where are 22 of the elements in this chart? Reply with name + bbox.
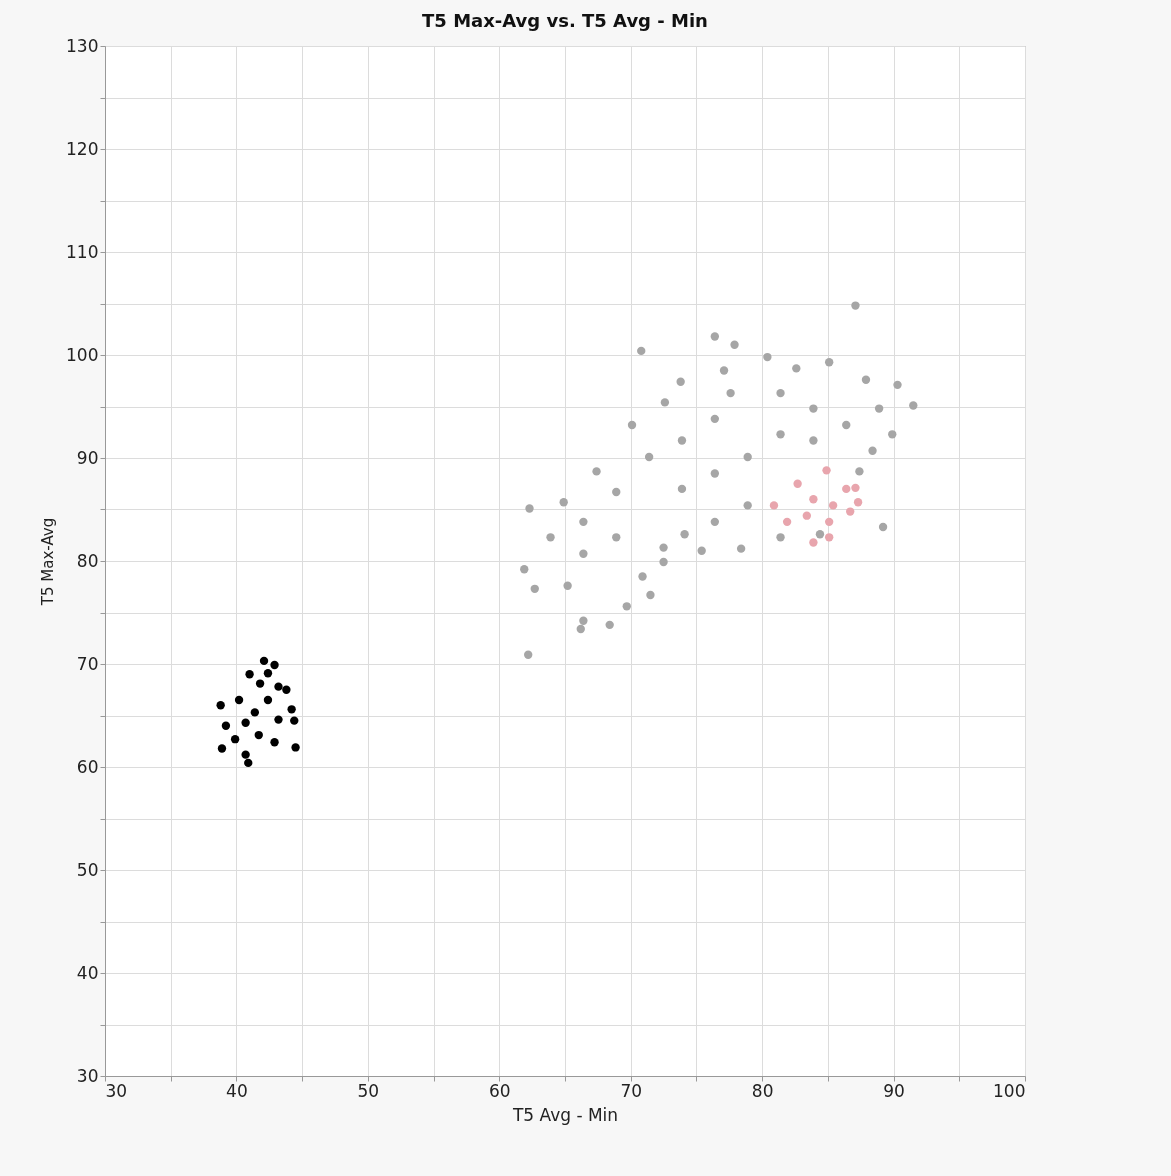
y-tick-label: 100 bbox=[66, 344, 99, 365]
y-tick-label: 130 bbox=[66, 35, 99, 56]
y-tick-label: 80 bbox=[76, 550, 99, 571]
y-tick-label: 70 bbox=[76, 653, 99, 674]
x-tick-label: 80 bbox=[751, 1080, 774, 1101]
x-tick-label: 30 bbox=[105, 1080, 128, 1101]
y-tick-label: 110 bbox=[66, 241, 99, 262]
y-tick-label: 120 bbox=[66, 138, 99, 159]
y-tick-label: 50 bbox=[76, 859, 99, 880]
x-tick-label: 100 bbox=[993, 1080, 1026, 1101]
x-tick-label: 60 bbox=[488, 1080, 511, 1101]
x-tick-label: 40 bbox=[226, 1080, 248, 1101]
x-tick-label: 90 bbox=[883, 1080, 905, 1101]
chart-title: T5 Max-Avg vs. T5 Avg - Min bbox=[422, 10, 708, 31]
y-axis-title: T5 Max-Avg bbox=[39, 517, 58, 607]
x-tick-label: 70 bbox=[620, 1080, 643, 1101]
x-axis-title: T5 Avg - Min bbox=[511, 1104, 619, 1125]
y-tick-label: 30 bbox=[76, 1065, 99, 1086]
y-tick-label: 90 bbox=[76, 447, 99, 468]
y-tick-label: 60 bbox=[76, 756, 99, 777]
x-tick-label: 50 bbox=[357, 1080, 380, 1101]
y-tick-label: 40 bbox=[76, 962, 99, 983]
